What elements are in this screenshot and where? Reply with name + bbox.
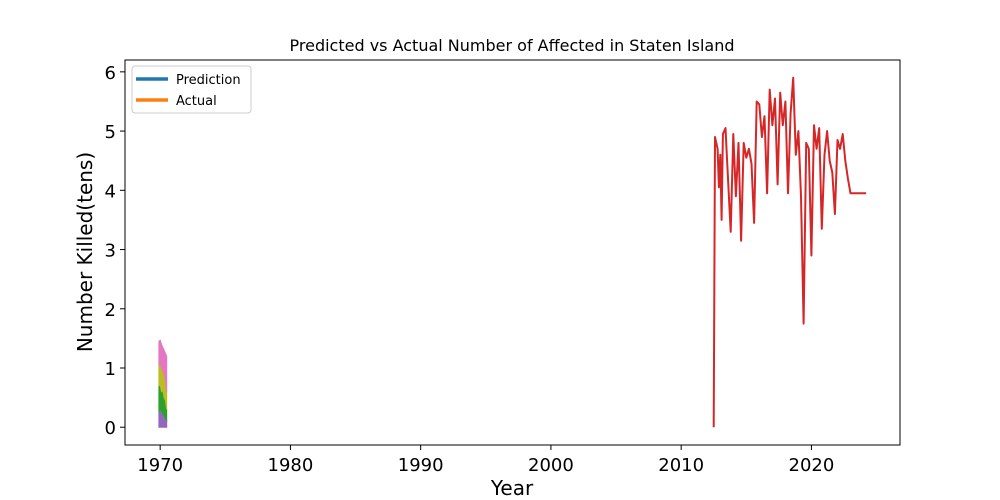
series-line-0 — [712, 76, 867, 428]
x-tick-label: 1970 — [137, 455, 183, 476]
legend: Prediction Actual — [131, 65, 252, 114]
y-tick-label: 0 — [105, 418, 116, 439]
x-tick-label: 2010 — [658, 455, 704, 476]
y-tick-label: 6 — [105, 63, 116, 84]
x-tick-label: 2000 — [528, 455, 574, 476]
area-layer-3 — [158, 339, 168, 392]
y-axis: 0 1 2 3 4 5 6 — [105, 63, 125, 439]
y-tick-label: 3 — [105, 241, 116, 262]
y-tick-label: 2 — [105, 300, 116, 321]
y-tick-label: 4 — [105, 181, 116, 202]
legend-label-prediction: Prediction — [176, 73, 241, 88]
x-axis: 1970 1980 1990 2000 2010 2020 — [137, 445, 834, 476]
x-axis-label: Year — [490, 476, 534, 500]
x-tick-label: 1990 — [398, 455, 444, 476]
axes-frame — [124, 59, 901, 446]
y-tick-label: 5 — [105, 122, 116, 143]
legend-label-actual: Actual — [176, 94, 217, 109]
chart-title: Predicted vs Actual Number of Affected i… — [290, 36, 735, 55]
y-tick-label: 1 — [105, 359, 116, 380]
plot-area — [158, 76, 867, 428]
y-axis-label: Number Killed(tens) — [73, 152, 97, 352]
x-tick-label: 2020 — [789, 455, 835, 476]
x-tick-label: 1980 — [268, 455, 314, 476]
